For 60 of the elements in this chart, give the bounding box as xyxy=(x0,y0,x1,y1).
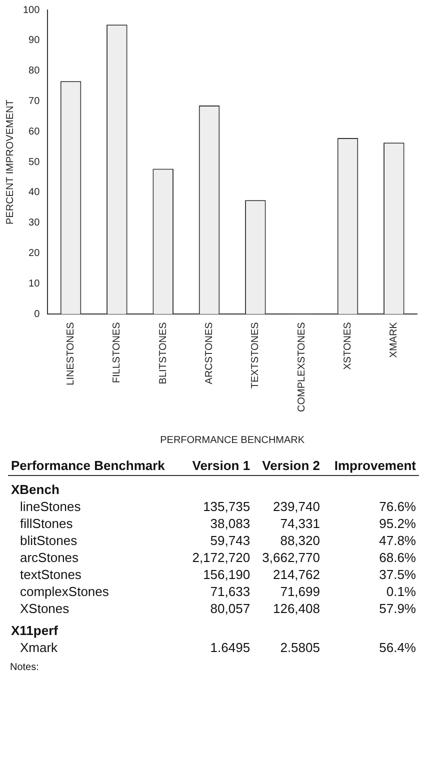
category-label: lineStones xyxy=(19,498,82,515)
data-label: 95.2% xyxy=(378,515,417,532)
y-tick-label: 50 xyxy=(28,156,40,168)
x-tick-label: TEXTSTONES xyxy=(250,322,262,389)
x-tick-label: XSTONES xyxy=(342,322,354,370)
category-label: arcStones xyxy=(19,549,80,566)
data-label: 2.5805 xyxy=(279,639,321,656)
data-label: 74,331 xyxy=(279,515,321,532)
category-label: blitStones xyxy=(19,532,78,549)
y-tick-label: 100 xyxy=(22,4,40,16)
data-label: 156,190 xyxy=(202,566,252,583)
y-tick-label: 90 xyxy=(28,35,40,46)
category-label: textStones xyxy=(19,566,82,583)
x-tick-label: ARCSTONES xyxy=(204,322,216,384)
category-label: fillStones xyxy=(19,515,74,532)
y-tick-label: 30 xyxy=(28,218,40,229)
y-tick-label: 0 xyxy=(34,308,40,320)
category-label: X11perf xyxy=(10,622,59,639)
text: Notes: xyxy=(10,662,40,673)
data-label: 3,662,770 xyxy=(261,549,321,566)
data-label: 0.1% xyxy=(385,583,417,600)
data-label: 71,633 xyxy=(209,583,252,600)
y-tick-label: 80 xyxy=(28,66,40,77)
x-tick-label: XMARK xyxy=(388,322,400,358)
x-tick-label: COMPLEXSTONES xyxy=(296,322,308,412)
data-label: 37.5% xyxy=(378,566,417,583)
x-tick-label: LINESTONES xyxy=(66,322,77,386)
y-tick-label: 10 xyxy=(28,278,40,290)
data-label: 135,735 xyxy=(202,498,252,515)
data-label: 239,740 xyxy=(272,498,321,515)
category-label: XStones xyxy=(19,600,70,617)
data-label: 80,057 xyxy=(209,600,252,617)
data-label: 71,699 xyxy=(279,583,321,600)
data-label: 59,743 xyxy=(209,532,252,549)
y-tick-label: 70 xyxy=(28,96,40,107)
data-label: 38,083 xyxy=(209,515,252,532)
data-label: 57.9% xyxy=(378,600,417,617)
data-label: 76.6% xyxy=(378,498,417,515)
category-label: complexStones xyxy=(19,583,110,600)
category-label: Xmark xyxy=(19,639,59,656)
data-label: 2,172,720 xyxy=(191,549,252,566)
data-label: 88,320 xyxy=(279,532,321,549)
text: Performance Benchmark xyxy=(8,456,184,476)
data-label: 56.4% xyxy=(378,639,417,656)
data-label: 214,762 xyxy=(272,566,321,583)
y-tick-label: 20 xyxy=(28,248,40,260)
x-axis-title: PERFORMANCE BENCHMARK xyxy=(160,434,305,446)
x-tick-label: FILLSTONES xyxy=(112,322,123,384)
category-label: XBench xyxy=(10,481,60,498)
data-label: 126,408 xyxy=(272,600,321,617)
text: Version 2 xyxy=(253,456,323,476)
y-tick-label: 40 xyxy=(28,187,40,198)
y-tick-label: 60 xyxy=(28,126,40,138)
text: Improvement xyxy=(322,456,419,476)
data-label: 68.6% xyxy=(378,549,417,566)
text: Version 1 xyxy=(183,456,254,476)
y-axis-title: PERCENT IMPROVEMENT xyxy=(4,100,16,224)
data-label: 1.6495 xyxy=(209,639,252,656)
data-label: 47.8% xyxy=(378,532,417,549)
x-tick-label: BLITSTONES xyxy=(158,322,169,384)
